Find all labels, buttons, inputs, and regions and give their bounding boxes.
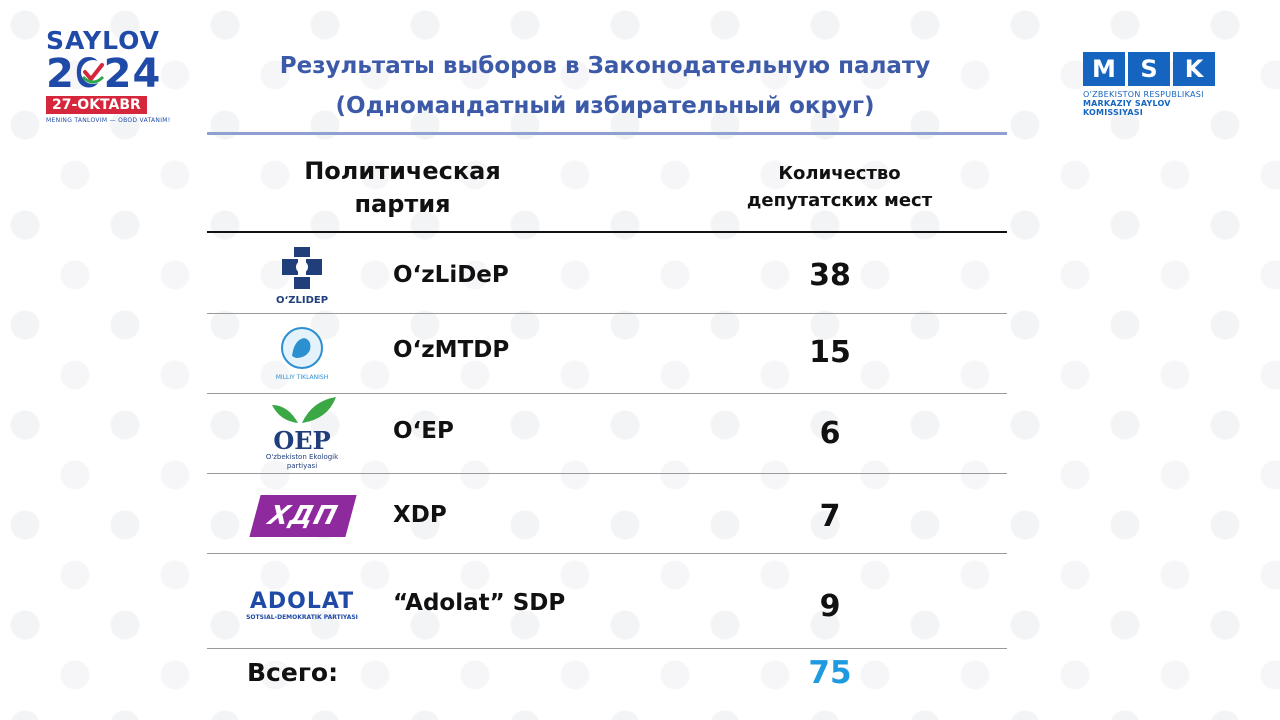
row-divider: [207, 648, 1007, 649]
oep-logo-caption: O'zbekiston Ekologik partiyasi: [265, 453, 339, 470]
seats-oep: 6: [819, 416, 841, 451]
seats-xdp: 7: [819, 499, 841, 534]
page-title: Результаты выборов в Законодательную пал…: [279, 53, 931, 79]
party-name-oep: O‘EP: [393, 418, 454, 444]
msk-letter-boxes: M S K: [1083, 52, 1223, 86]
xdp-logo-icon: ХДП: [249, 495, 357, 537]
seats-ozlidep: 38: [809, 258, 851, 293]
party-name-xdp: XDP: [393, 502, 447, 528]
ozlidep-logo-icon: O‘ZLIDEP: [272, 245, 332, 306]
row-divider: [207, 473, 1007, 474]
msk-logo-line2: MARKAZIY SAYLOV KOMISSIYASI: [1083, 99, 1171, 117]
row-divider: [207, 313, 1007, 314]
saylov-logo-year: 2024: [46, 54, 172, 94]
adolat-logo-text: ADOLAT: [249, 589, 355, 614]
ballot-check-icon: [81, 60, 105, 84]
party-name-ozlidep: O‘zLiDeP: [393, 262, 509, 288]
msk-letter-s: S: [1128, 52, 1170, 86]
oep-logo-icon: OEP O'zbekiston Ekologik partiyasi: [262, 395, 342, 471]
total-label: Всего:: [247, 658, 339, 687]
xdp-logo-plate: ХДП: [249, 495, 357, 537]
msk-letter-m: M: [1083, 52, 1125, 86]
oep-logo-text: OEP: [273, 426, 331, 455]
adolat-logo-caption: SOTSIAL-DEMOKRATIK PARTIYASI: [246, 614, 358, 621]
saylov-logo-word: SAYLOV: [46, 26, 161, 55]
saylov-logo-date: 27-OKTABR: [46, 96, 147, 114]
oep-leaves-mark: [272, 397, 336, 423]
adolat-logo-icon: ADOLAT SOTSIAL-DEMOKRATIK PARTIYASI: [244, 589, 360, 622]
title-divider: [207, 132, 1007, 135]
row-divider: [207, 553, 1007, 554]
msk-letter-k: K: [1173, 52, 1215, 86]
column-header-seats: Количество депутатских мест: [746, 163, 933, 211]
row-divider: [207, 393, 1007, 394]
page-subtitle: (Одномандатный избирательный округ): [335, 93, 875, 119]
seats-adolat: 9: [819, 589, 841, 624]
header-divider: [207, 231, 1007, 233]
seats-ozmtdp: 15: [809, 335, 851, 370]
msk-logo: M S K O'ZBEKISTON RESPUBLIKASI MARKAZIY …: [1083, 52, 1223, 117]
total-value: 75: [808, 655, 852, 691]
xdp-logo-text: ХДП: [264, 501, 342, 531]
msk-logo-line1: O'ZBEKISTON RESPUBLIKASI: [1083, 90, 1204, 99]
ozlidep-logo-mark: [282, 247, 322, 289]
party-name-ozmtdp: O‘zMTDP: [393, 337, 510, 363]
saylov-logo-slogan: MENING TANLOVIM — OBOD VATANIM!: [46, 117, 171, 124]
ozlidep-logo-caption: O‘ZLIDEP: [275, 295, 329, 306]
party-name-adolat: “Adolat” SDP: [393, 590, 566, 616]
saylov-2024-logo: SAYLOV 2024 27-OKTABR MENING TANLOVIM — …: [46, 28, 172, 124]
milliy-tiklanish-logo-mark: [281, 327, 323, 369]
milliy-tiklanish-logo-caption: MILLIY TIKLANISH: [275, 374, 329, 381]
milliy-tiklanish-logo-icon: MILLIY TIKLANISH: [274, 326, 330, 381]
column-header-party: Политическая партия: [304, 157, 501, 218]
